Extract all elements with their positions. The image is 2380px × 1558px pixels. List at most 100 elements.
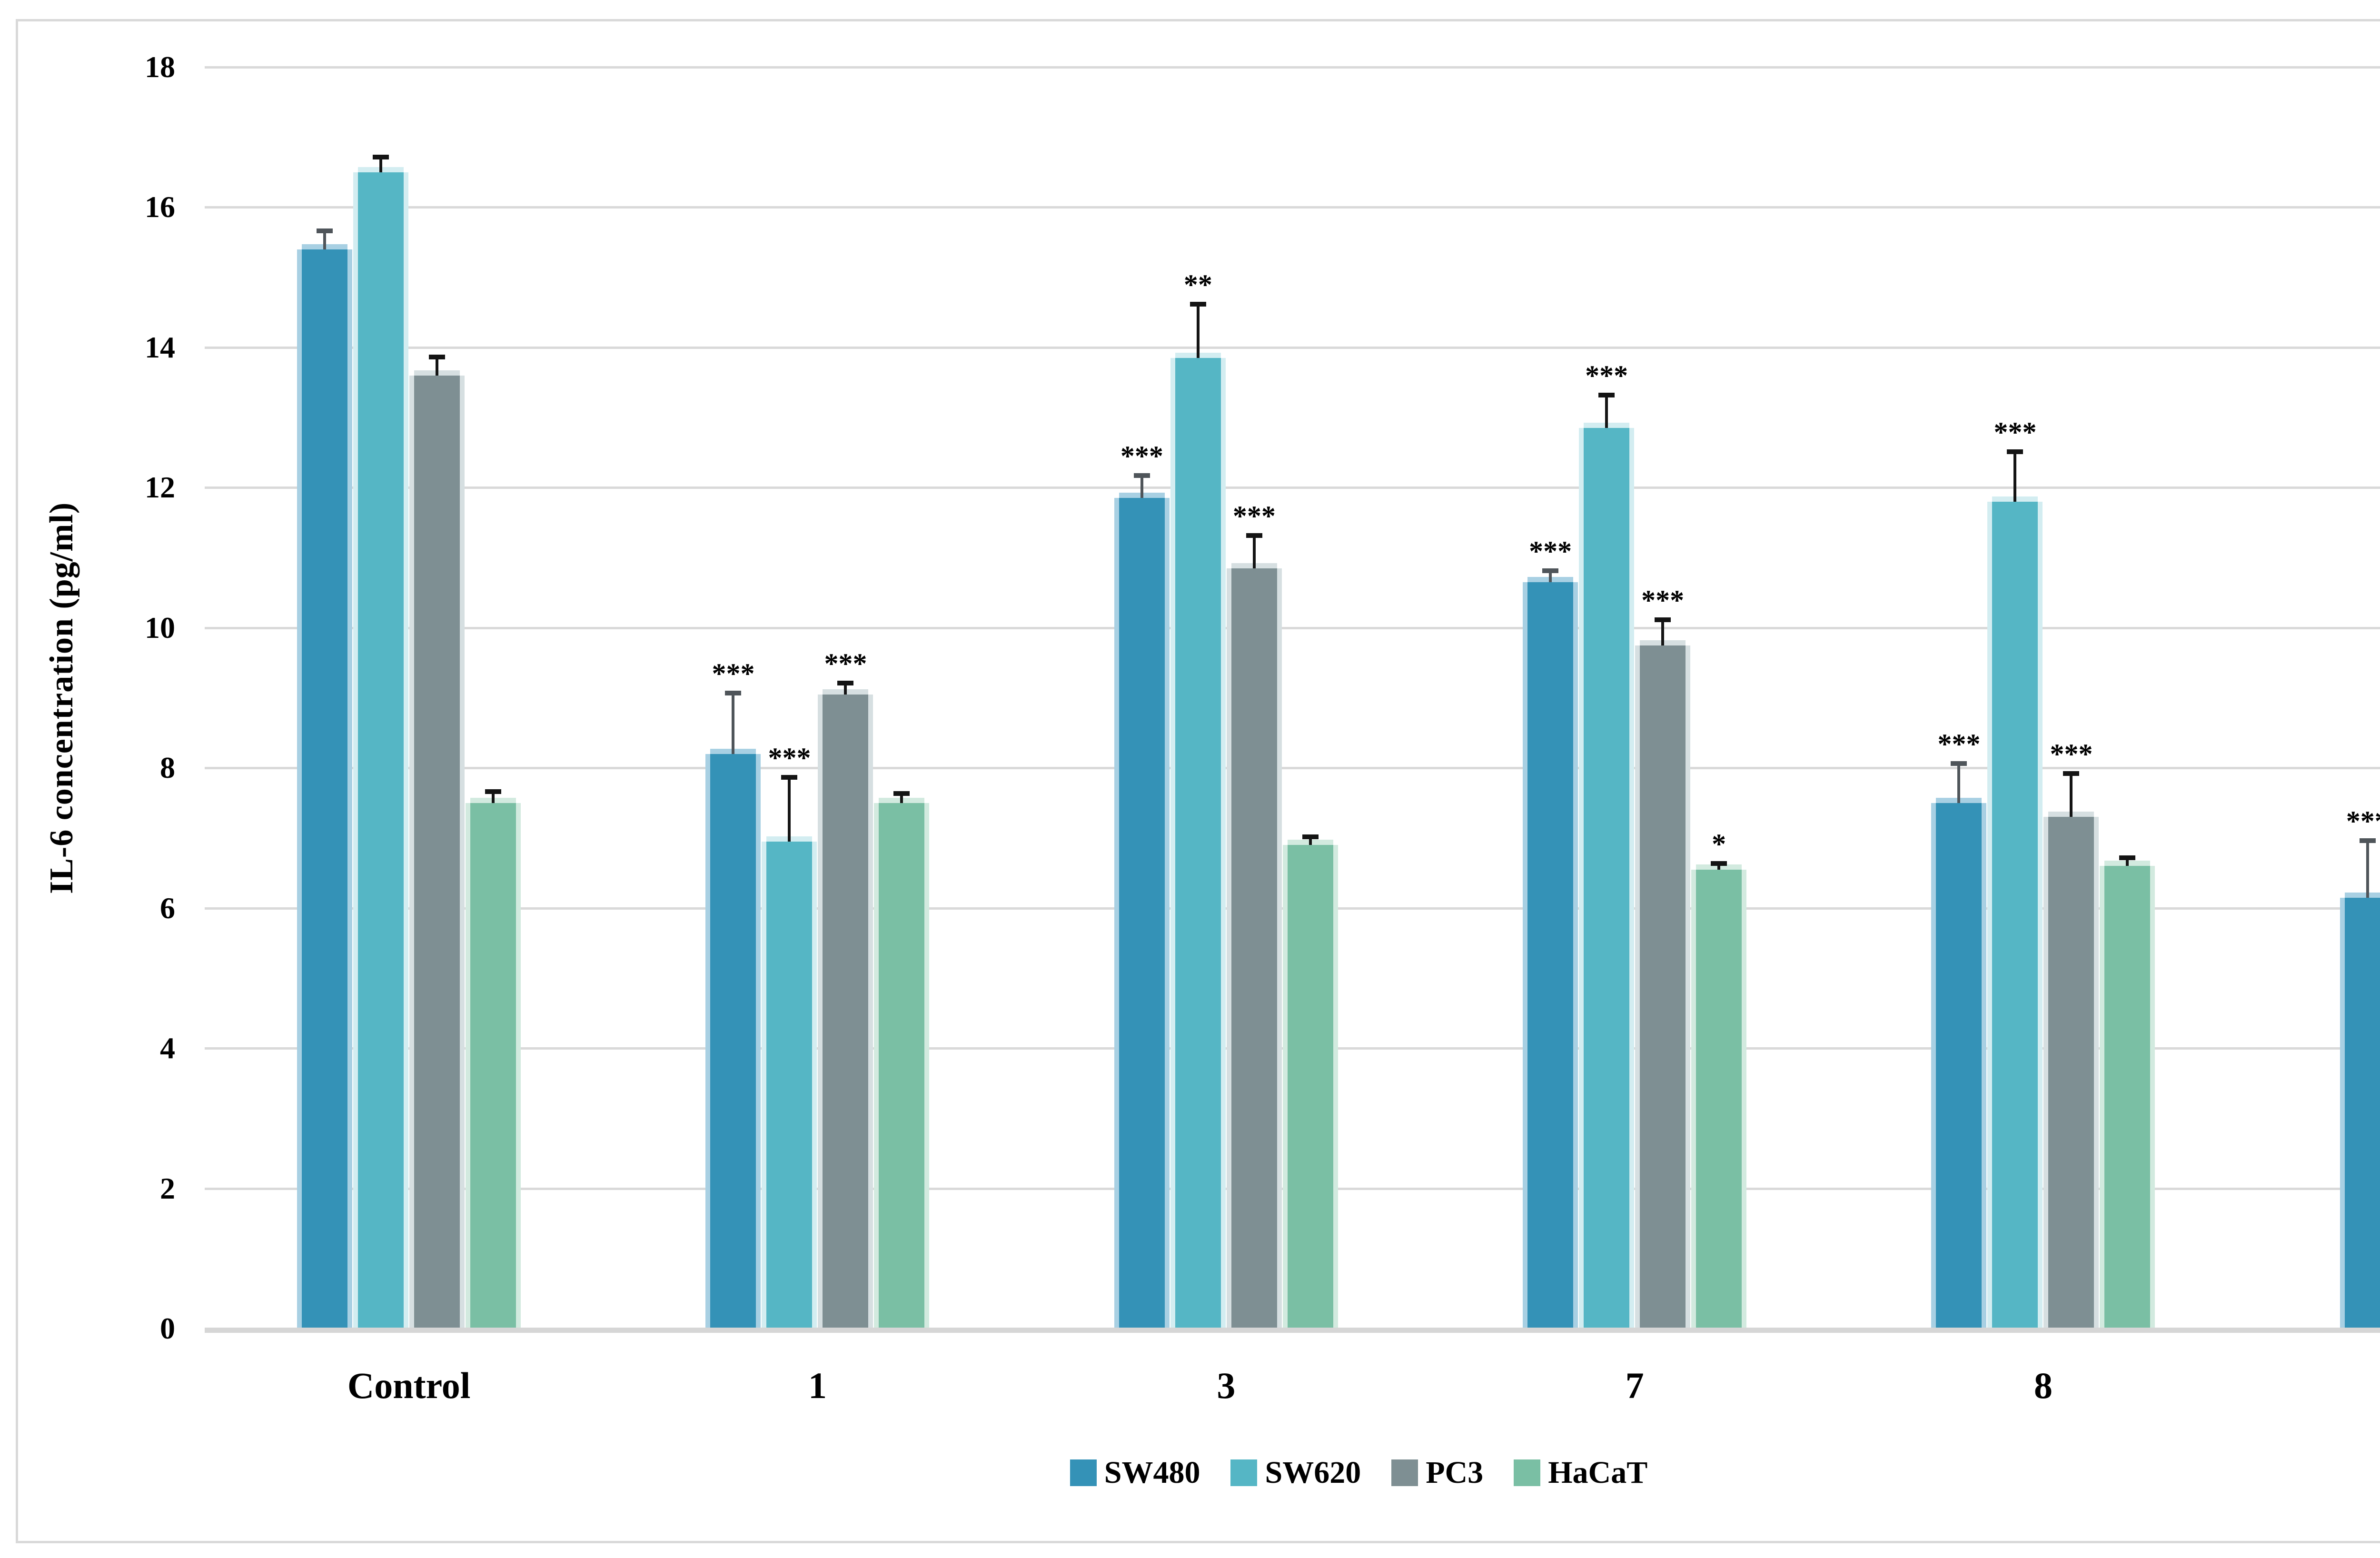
bar-SW620-8: *** bbox=[1992, 418, 2038, 1329]
x-category-label-8: 8 bbox=[2033, 1365, 2053, 1406]
bar-SW620-7: *** bbox=[1584, 361, 1630, 1329]
gridline bbox=[205, 66, 2380, 69]
bar-group-3: *** ** *** bbox=[1022, 67, 1430, 1329]
legend-swatch-icon bbox=[1514, 1459, 1541, 1486]
bar-group-Control bbox=[205, 67, 613, 1329]
x-category-label-Control: Control bbox=[347, 1365, 471, 1406]
error-bar bbox=[788, 775, 791, 842]
bar-SW480-DX: *** bbox=[2344, 807, 2380, 1329]
legend-label: SW620 bbox=[1265, 1455, 1361, 1490]
bar-SW620-1: *** bbox=[766, 744, 813, 1329]
y-tick-label: 10 bbox=[145, 611, 175, 645]
error-bar-cap bbox=[1542, 568, 1559, 573]
error-bar-cap bbox=[1598, 393, 1615, 397]
error-bar bbox=[1549, 568, 1552, 582]
significance-marker: *** bbox=[2346, 805, 2380, 837]
bar-group-DX: ************ bbox=[2248, 67, 2380, 1329]
gridline bbox=[205, 206, 2380, 208]
legend-item-HaCaT: HaCaT bbox=[1514, 1457, 1647, 1489]
error-bar-cap bbox=[1302, 834, 1319, 839]
error-bar-cap bbox=[1190, 302, 1206, 307]
error-bar bbox=[323, 228, 327, 249]
error-bar bbox=[1140, 473, 1143, 498]
error-bar-cap bbox=[1711, 861, 1727, 866]
error-bar bbox=[1309, 834, 1312, 845]
x-category-label-7: 7 bbox=[1625, 1365, 1644, 1406]
bar-PC3-3: *** bbox=[1231, 502, 1277, 1329]
figure-border bbox=[16, 19, 2380, 1543]
significance-marker: *** bbox=[1585, 360, 1628, 391]
bar-SW480-Control bbox=[302, 228, 348, 1329]
y-tick-label: 8 bbox=[160, 751, 175, 784]
legend-swatch-icon bbox=[1391, 1459, 1418, 1486]
significance-marker: *** bbox=[1993, 417, 2037, 448]
x-axis-category-labels: Control 1 3 7 8 DX bbox=[205, 1364, 2380, 1407]
error-bar-cap bbox=[1951, 761, 1967, 766]
legend: SW480 SW620 PC3 HaCaT bbox=[0, 1449, 2380, 1497]
error-bar bbox=[1605, 393, 1608, 428]
bar-SW620-3: ** bbox=[1175, 270, 1221, 1329]
error-bar bbox=[379, 155, 383, 172]
bars-layer: ****************************************… bbox=[205, 67, 2380, 1329]
legend-label: HaCaT bbox=[1548, 1455, 1648, 1490]
error-bar-cap bbox=[485, 789, 502, 794]
error-bar-cap bbox=[1133, 473, 1150, 478]
error-bar-cap bbox=[725, 691, 742, 695]
legend-label: SW480 bbox=[1104, 1455, 1200, 1490]
legend-swatch-icon bbox=[1070, 1459, 1097, 1486]
bar-group-8: *** *** *** bbox=[1839, 67, 2247, 1329]
x-category-label-DX: DX bbox=[2248, 1364, 2380, 1407]
bar-SW480-1: *** bbox=[710, 659, 756, 1329]
error-bar bbox=[844, 681, 847, 695]
error-bar bbox=[492, 789, 495, 803]
error-bar-cap bbox=[317, 228, 333, 233]
error-bar bbox=[2126, 855, 2129, 866]
error-bar-cap bbox=[837, 681, 854, 685]
bar-HaCaT-7: * bbox=[1696, 830, 1742, 1329]
significance-marker: * bbox=[1712, 828, 1726, 860]
significance-marker: *** bbox=[1232, 500, 1276, 532]
error-bar-cap bbox=[373, 155, 389, 159]
error-bar-cap bbox=[781, 775, 798, 780]
bar-HaCaT-1 bbox=[879, 791, 925, 1329]
bar-PC3-Control bbox=[414, 355, 460, 1329]
significance-marker: *** bbox=[768, 742, 811, 774]
legend-item-SW480: SW480 bbox=[1070, 1457, 1200, 1489]
significance-marker: *** bbox=[2050, 738, 2093, 770]
error-bar bbox=[1957, 761, 1961, 803]
bar-group-1: *** *** *** bbox=[613, 67, 1021, 1329]
significance-marker: *** bbox=[1641, 585, 1685, 616]
error-bar-cap bbox=[2063, 771, 2080, 776]
error-bar bbox=[900, 791, 903, 803]
significance-marker: *** bbox=[1937, 728, 1981, 760]
legend-item-PC3: PC3 bbox=[1391, 1457, 1483, 1489]
error-bar-cap bbox=[2007, 449, 2023, 454]
error-bar bbox=[1661, 617, 1665, 645]
bar-SW480-3: *** bbox=[1119, 442, 1165, 1329]
error-bar bbox=[2366, 838, 2369, 898]
error-bar bbox=[1252, 533, 1256, 568]
error-bar bbox=[2013, 449, 2017, 502]
gridline bbox=[205, 627, 2380, 629]
gridline bbox=[205, 347, 2380, 349]
legend-label: PC3 bbox=[1426, 1455, 1484, 1490]
error-bar-cap bbox=[1246, 533, 1262, 538]
significance-marker: *** bbox=[1529, 536, 1572, 567]
gridline bbox=[205, 486, 2380, 489]
y-tick-label: 18 bbox=[145, 50, 175, 84]
y-tick-label: 0 bbox=[160, 1311, 175, 1345]
error-bar bbox=[732, 691, 735, 754]
bar-SW480-8: *** bbox=[1936, 730, 1982, 1329]
x-axis-line bbox=[205, 1328, 2380, 1333]
y-tick-label: 2 bbox=[160, 1171, 175, 1205]
y-tick-label: 12 bbox=[145, 470, 175, 504]
bar-group-7: *** *** *** * bbox=[1430, 67, 1839, 1329]
significance-marker: ** bbox=[1183, 269, 1212, 300]
error-bar bbox=[436, 355, 439, 376]
y-axis-title: IL-6 concentration (pg/ml) bbox=[43, 502, 80, 894]
y-tick-label: 6 bbox=[160, 891, 175, 925]
legend-item-SW620: SW620 bbox=[1230, 1457, 1361, 1489]
bar-HaCaT-8 bbox=[2104, 855, 2151, 1329]
y-tick-label: 16 bbox=[145, 190, 175, 224]
